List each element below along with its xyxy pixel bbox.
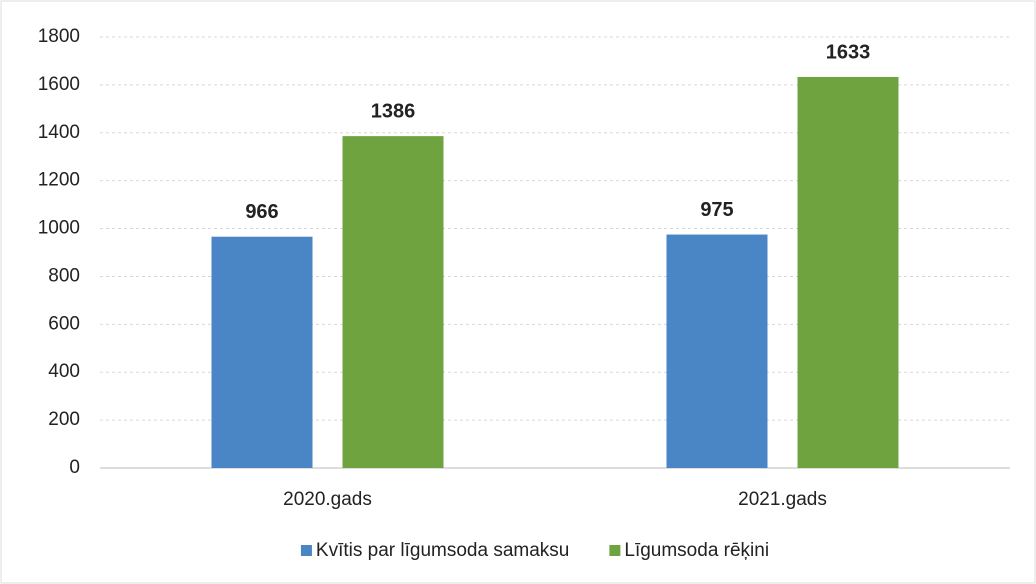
y-tick-label: 1800 (38, 26, 80, 47)
y-tick-label: 1200 (38, 170, 80, 191)
data-label: 975 (700, 199, 733, 221)
x-tick-label: 2020.gads (283, 489, 372, 510)
data-label: 1386 (371, 100, 416, 122)
bar (342, 136, 444, 468)
y-tick-label: 600 (48, 313, 80, 334)
y-tick-label: 800 (48, 265, 80, 286)
bar (211, 236, 313, 468)
y-tick-label: 400 (48, 361, 80, 382)
y-tick-label: 200 (48, 409, 80, 430)
legend-swatch (609, 545, 621, 556)
y-tick-label: 1400 (38, 122, 80, 143)
y-tick-label: 1000 (38, 218, 80, 239)
y-tick-label: 0 (69, 457, 80, 478)
legend-label: Kvītis par līgumsoda samaksu (316, 540, 569, 561)
y-tick-label: 1600 (38, 74, 80, 95)
data-label: 1633 (826, 41, 871, 63)
legend-label: Līgumsoda rēķini (624, 540, 769, 561)
bar (666, 234, 768, 468)
legend-swatch (300, 545, 312, 556)
bar (797, 76, 899, 469)
data-label: 966 (245, 201, 278, 223)
x-tick-label: 2021.gads (738, 489, 827, 510)
